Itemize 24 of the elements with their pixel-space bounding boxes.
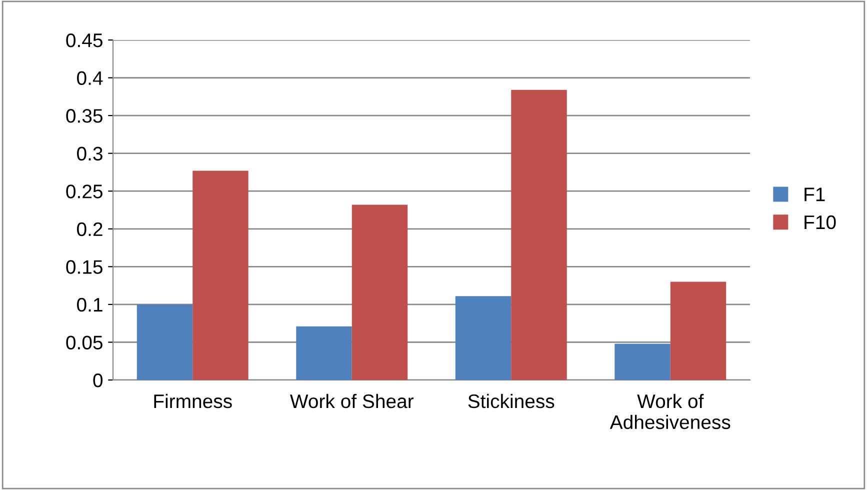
legend-label: F1 [804,188,825,202]
y-tick-label: 0.1 [77,298,102,312]
y-tick-label: 0.3 [77,146,102,161]
x-tick-label: Work of Shear [290,394,414,408]
bar [136,304,193,380]
x-tick-label: Firmness [154,394,232,408]
bar [670,282,726,380]
bar [296,326,352,380]
y-tick-label: 0.15 [66,260,102,274]
x-tick-label: Work of Adhesiveness [610,394,730,430]
y-tick-label: 0 [93,373,103,388]
legend-label: F10 [804,215,836,230]
y-tick-label: 0.05 [66,336,102,350]
y-tick-label: 0.25 [66,184,102,198]
y-tick-label: 0.4 [77,71,103,86]
y-tick-label: 0.35 [66,109,102,123]
bar [455,296,512,380]
bar [192,170,248,380]
bar [614,344,670,380]
bar [511,90,567,380]
x-tick-label: Stickiness [468,394,554,408]
bar [352,204,408,380]
y-tick-label: 0.2 [77,222,102,236]
y-tick-label: 0.45 [66,33,102,48]
